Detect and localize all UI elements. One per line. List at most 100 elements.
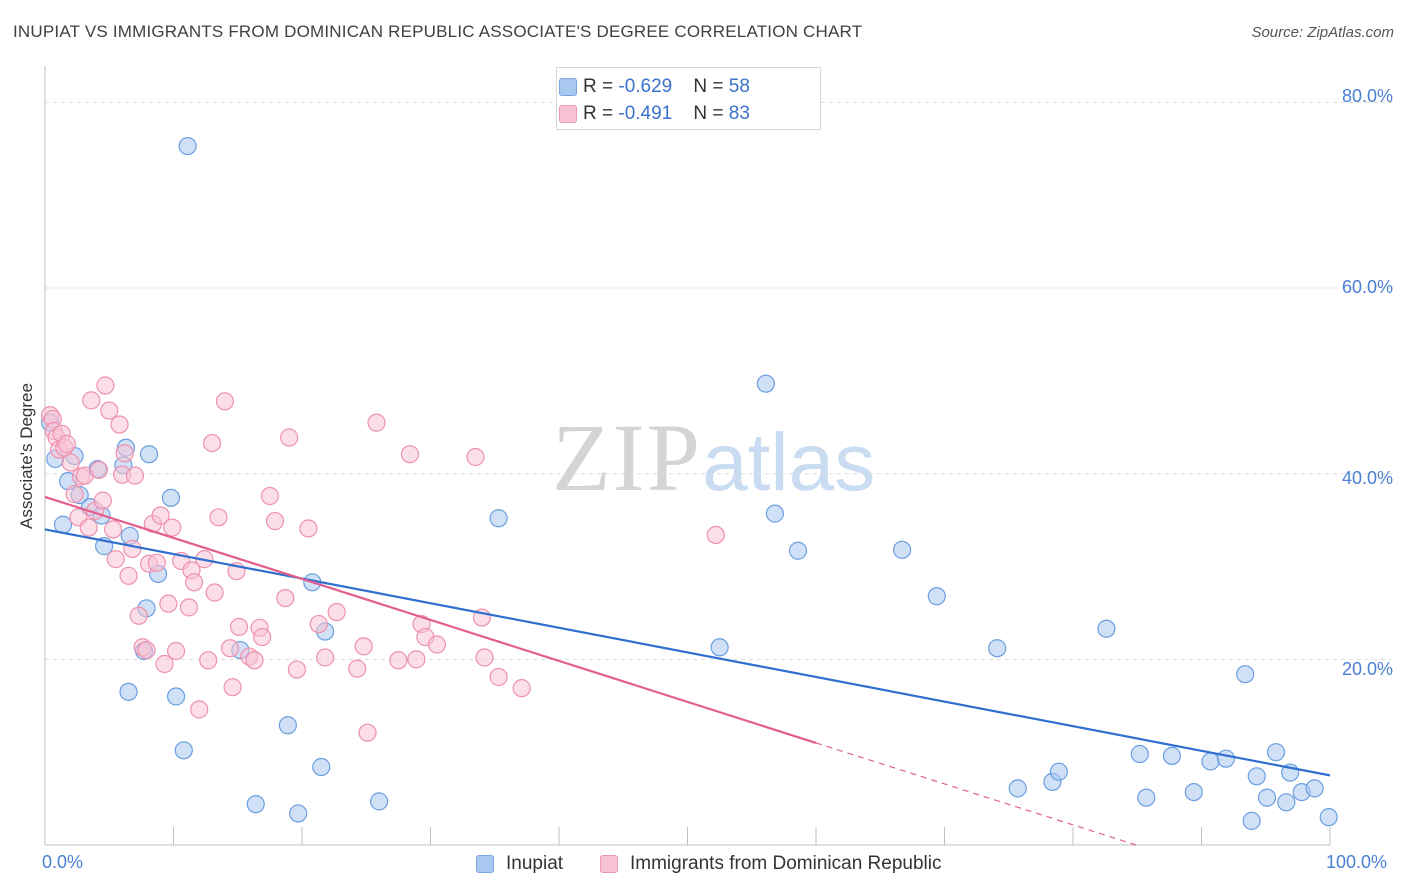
dominican-point xyxy=(137,640,156,660)
inupiat-point xyxy=(1137,788,1156,807)
dominican-point xyxy=(706,525,725,545)
dominican-point xyxy=(276,588,295,608)
dominican-point xyxy=(163,518,182,537)
inupiat-point xyxy=(1097,619,1116,638)
inupiat-point xyxy=(1162,746,1182,765)
dominican-point xyxy=(427,635,447,654)
inupiat-point xyxy=(1277,793,1296,812)
dominican-point xyxy=(123,539,142,558)
r-label: R = xyxy=(583,76,619,97)
inupiat-point xyxy=(1319,808,1338,827)
inupiat-point xyxy=(1216,749,1236,768)
dominican-swatch xyxy=(559,105,577,123)
dominican-point xyxy=(260,486,279,506)
dominican-point xyxy=(199,651,218,670)
dominican-point xyxy=(348,659,367,678)
inupiat-point xyxy=(139,445,159,464)
dominican-point xyxy=(65,485,84,504)
x-tick-label: 0.0% xyxy=(42,852,84,872)
inupiat-point xyxy=(988,639,1007,658)
y-tick-label: 80.0% xyxy=(1341,86,1393,106)
dominican-point xyxy=(354,637,373,656)
dominican-point xyxy=(129,606,148,625)
dominican-point xyxy=(190,700,209,719)
legend-label: Inupiat xyxy=(506,853,564,874)
r-value: -0.629 xyxy=(618,76,673,97)
dominican-point xyxy=(280,428,299,447)
dominican-point xyxy=(119,566,138,585)
dominican-point xyxy=(245,651,264,670)
stats-row-inupiat: R = -0.629 N = 58 xyxy=(559,76,750,98)
inupiat-point xyxy=(278,716,297,735)
dominican-point xyxy=(184,573,204,592)
dominican-point xyxy=(389,651,408,670)
inupiat-point xyxy=(1242,811,1261,830)
inupiat-point xyxy=(1184,782,1203,802)
inupiat-point xyxy=(119,682,138,701)
dominican-point xyxy=(96,376,115,395)
legend-item-inupiat[interactable]: Inupiat xyxy=(476,853,563,875)
inupiat-point xyxy=(892,540,912,559)
dominican-point xyxy=(147,553,166,572)
dominican-point xyxy=(299,519,318,538)
dominican-point xyxy=(309,614,328,634)
x-tick-label: 100.0% xyxy=(1326,852,1388,872)
dominican-point xyxy=(106,550,125,569)
dominican-point xyxy=(400,445,420,464)
dominican-trend-line xyxy=(44,495,817,744)
dominican-point xyxy=(367,413,386,432)
inupiat-point xyxy=(370,792,389,811)
dominican-point xyxy=(287,660,306,679)
dominican-trend-extension xyxy=(815,742,1137,846)
n-label: N = xyxy=(693,76,729,97)
dominican-point xyxy=(220,639,240,658)
inupiat-point xyxy=(710,638,729,657)
y-tick-label: 60.0% xyxy=(1341,277,1393,297)
dominican-point xyxy=(209,508,228,527)
chart-title: INUPIAT VS IMMIGRANTS FROM DOMINICAN REP… xyxy=(13,22,863,41)
inupiat-point xyxy=(1305,779,1324,798)
dominican-point xyxy=(265,511,285,531)
dominican-point xyxy=(223,678,242,697)
inupiat-point xyxy=(788,541,808,560)
inupiat-point xyxy=(174,741,193,760)
dominican-point xyxy=(115,444,134,463)
inupiat-point xyxy=(246,795,265,814)
n-label: N = xyxy=(693,103,729,124)
dominican-point xyxy=(316,648,335,667)
inupiat-point xyxy=(289,804,308,823)
legend-label: Immigrants from Dominican Republic xyxy=(630,853,942,874)
stats-row-dominican: R = -0.491 N = 83 xyxy=(559,103,750,125)
inupiat-point xyxy=(1008,779,1027,798)
dominican-point xyxy=(205,583,224,602)
dominican-point xyxy=(179,598,199,617)
dominican-point xyxy=(358,723,377,742)
y-tick-label: 20.0% xyxy=(1341,659,1393,679)
inupiat-point xyxy=(1257,788,1277,807)
source-credit: Source: ZipAtlas.com xyxy=(1251,24,1394,41)
dominican-point xyxy=(215,392,234,411)
dominican-point xyxy=(125,466,145,485)
legend-item-dominican[interactable]: Immigrants from Dominican Republic xyxy=(600,853,942,875)
dominican-point xyxy=(151,506,170,525)
watermark-atlas: atlas xyxy=(702,417,876,508)
dominican-point xyxy=(512,679,531,698)
inupiat-point xyxy=(1049,762,1068,781)
dominican-point xyxy=(57,434,76,454)
n-value: 58 xyxy=(728,76,750,97)
inupiat-point xyxy=(312,757,331,777)
legend-swatch-inupiat xyxy=(476,855,494,873)
inupiat-point xyxy=(166,687,186,706)
dominican-point xyxy=(159,594,178,613)
inupiat-point xyxy=(1236,665,1255,684)
dominican-point xyxy=(202,433,222,453)
legend-swatch-dominican xyxy=(600,855,618,873)
inupiat-swatch xyxy=(559,78,577,96)
dominican-point xyxy=(100,401,119,420)
dominican-point xyxy=(475,648,494,667)
inupiat-point xyxy=(1201,752,1220,771)
dominican-point xyxy=(466,447,485,467)
dominican-point xyxy=(110,415,129,434)
watermark-zip: ZIP xyxy=(552,404,702,511)
dominican-point xyxy=(407,650,426,669)
